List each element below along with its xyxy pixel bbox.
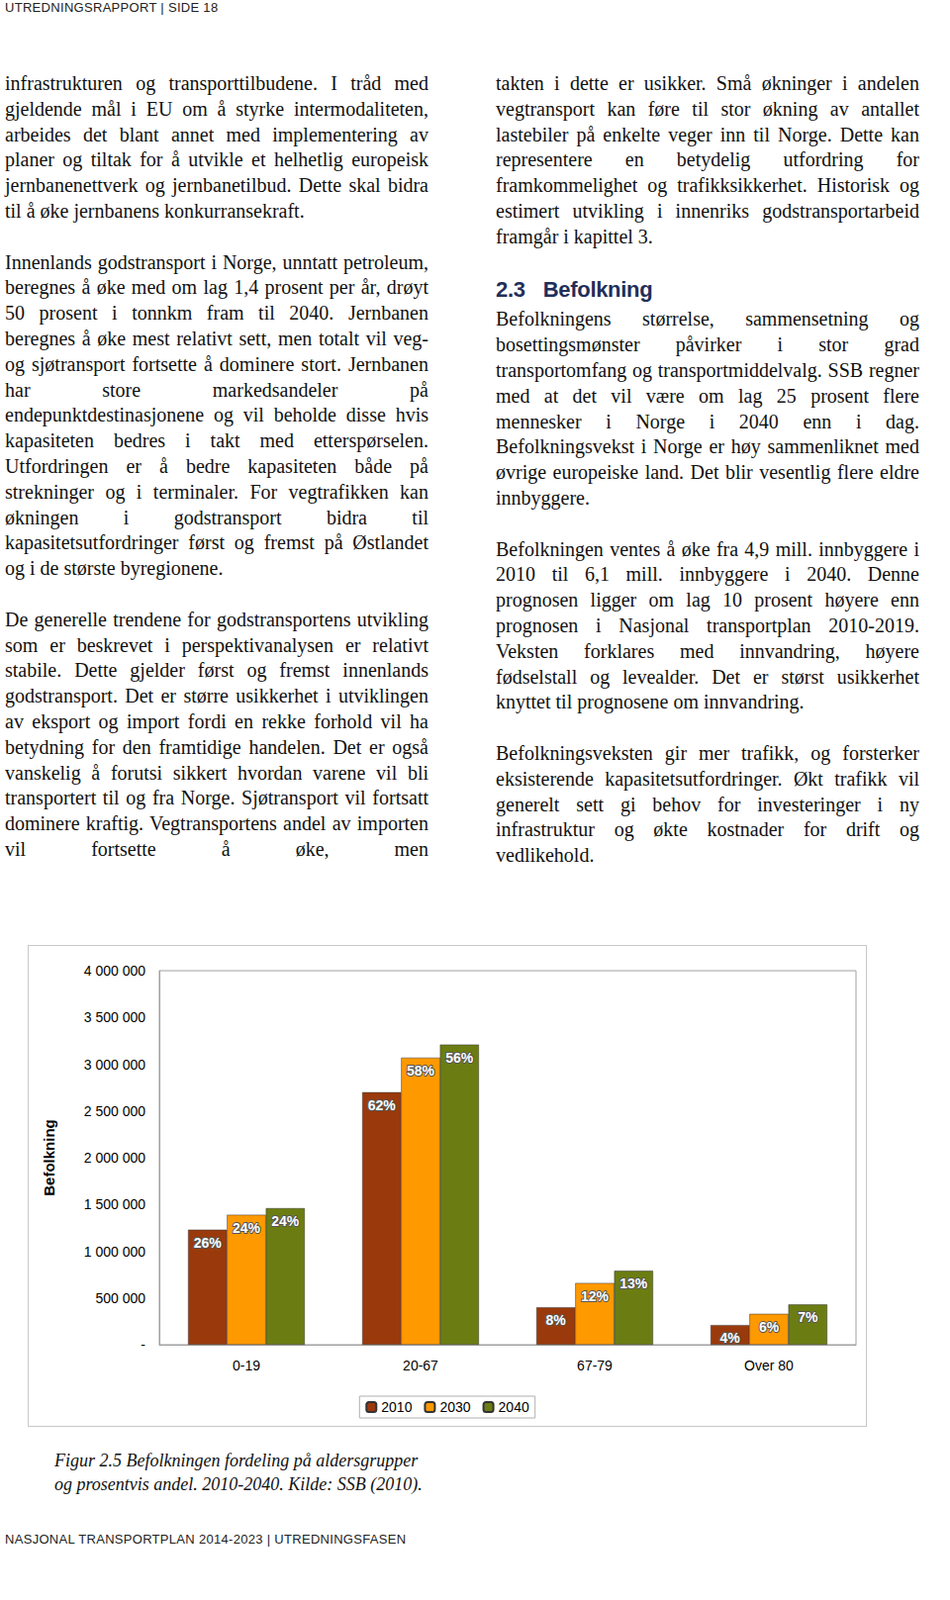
svg-text:56%: 56% (445, 1049, 475, 1066)
svg-text:4 000 000: 4 000 000 (84, 962, 146, 979)
svg-text:4%: 4% (720, 1330, 742, 1346)
html-text:Befolkningsveksten gir mer tra: Befolkningsveksten gir mer trafikk, og f… (495, 742, 920, 866)
svg-text:20-67: 20-67 (402, 1357, 439, 1374)
svg-text:Over 80: Over 80 (744, 1357, 794, 1374)
html-text:De generelle trendene for gods: De generelle trendene for godstransporte… (4, 608, 429, 860)
svg-text:8%: 8% (546, 1312, 568, 1329)
svg-text:12%: 12% (580, 1288, 610, 1305)
svg-text:62%: 62% (368, 1097, 397, 1114)
svg-text:1 500 000: 1 500 000 (84, 1196, 146, 1213)
svg-text:-: - (140, 1336, 146, 1353)
html-text:Befolkningen ventes å øke fra: Befolkningen ventes å øke fra 4,9 mill. … (495, 537, 920, 713)
html-text:Figur 2.5 Befolkningen fordeli: Figur 2.5 Befolkningen fordeling på alde… (54, 1450, 418, 1471)
html-text:og prosentvis andel. 2010-2040: og prosentvis andel. 2010-2040. Kilde: S… (54, 1474, 423, 1495)
svg-text:2 000 000: 2 000 000 (84, 1149, 146, 1166)
svg-text:2 500 000: 2 500 000 (84, 1103, 146, 1120)
svg-text:2040: 2040 (498, 1399, 530, 1416)
svg-text:58%: 58% (406, 1062, 436, 1079)
html-text:UTREDNINGSRAPPORT | SIDE 18: UTREDNINGSRAPPORT | SIDE 18 (4, 0, 219, 15)
svg-text:2030: 2030 (439, 1399, 471, 1416)
html-text:Innenlands godstransport i Nor: Innenlands godstransport i Norge, unntat… (4, 250, 429, 580)
html-text:Befolkning: Befolkning (542, 277, 653, 303)
svg-text:500 000: 500 000 (95, 1290, 146, 1307)
svg-text:24%: 24% (232, 1220, 262, 1236)
svg-text:Befolkning: Befolkning (40, 1119, 58, 1197)
svg-text:3 500 000: 3 500 000 (84, 1009, 146, 1026)
svg-text:26%: 26% (193, 1235, 223, 1251)
svg-text:67-79: 67-79 (576, 1357, 613, 1374)
svg-text:13%: 13% (619, 1275, 649, 1292)
svg-text:3 000 000: 3 000 000 (84, 1056, 146, 1073)
html-text:takten i dette er usikker. Små: takten i dette er usikker. Små økninger … (495, 72, 920, 248)
svg-text:1 000 000: 1 000 000 (84, 1243, 146, 1260)
svg-text:24%: 24% (271, 1213, 300, 1230)
html-text:NASJONAL TRANSPORTPLAN 2014-20: NASJONAL TRANSPORTPLAN 2014-2023 | UTRED… (4, 1531, 407, 1547)
svg-text:6%: 6% (759, 1319, 780, 1335)
html-text:2.3: 2.3 (495, 277, 526, 303)
svg-text:2010: 2010 (380, 1399, 412, 1416)
html-text:Befolkningens størrelse, samme: Befolkningens størrelse, sammensetning o… (495, 308, 920, 509)
svg-text:0-19: 0-19 (232, 1357, 261, 1374)
svg-text:7%: 7% (797, 1309, 819, 1326)
html-text:infrastrukturen og transportti: infrastrukturen og transporttilbudene. I… (4, 72, 429, 222)
